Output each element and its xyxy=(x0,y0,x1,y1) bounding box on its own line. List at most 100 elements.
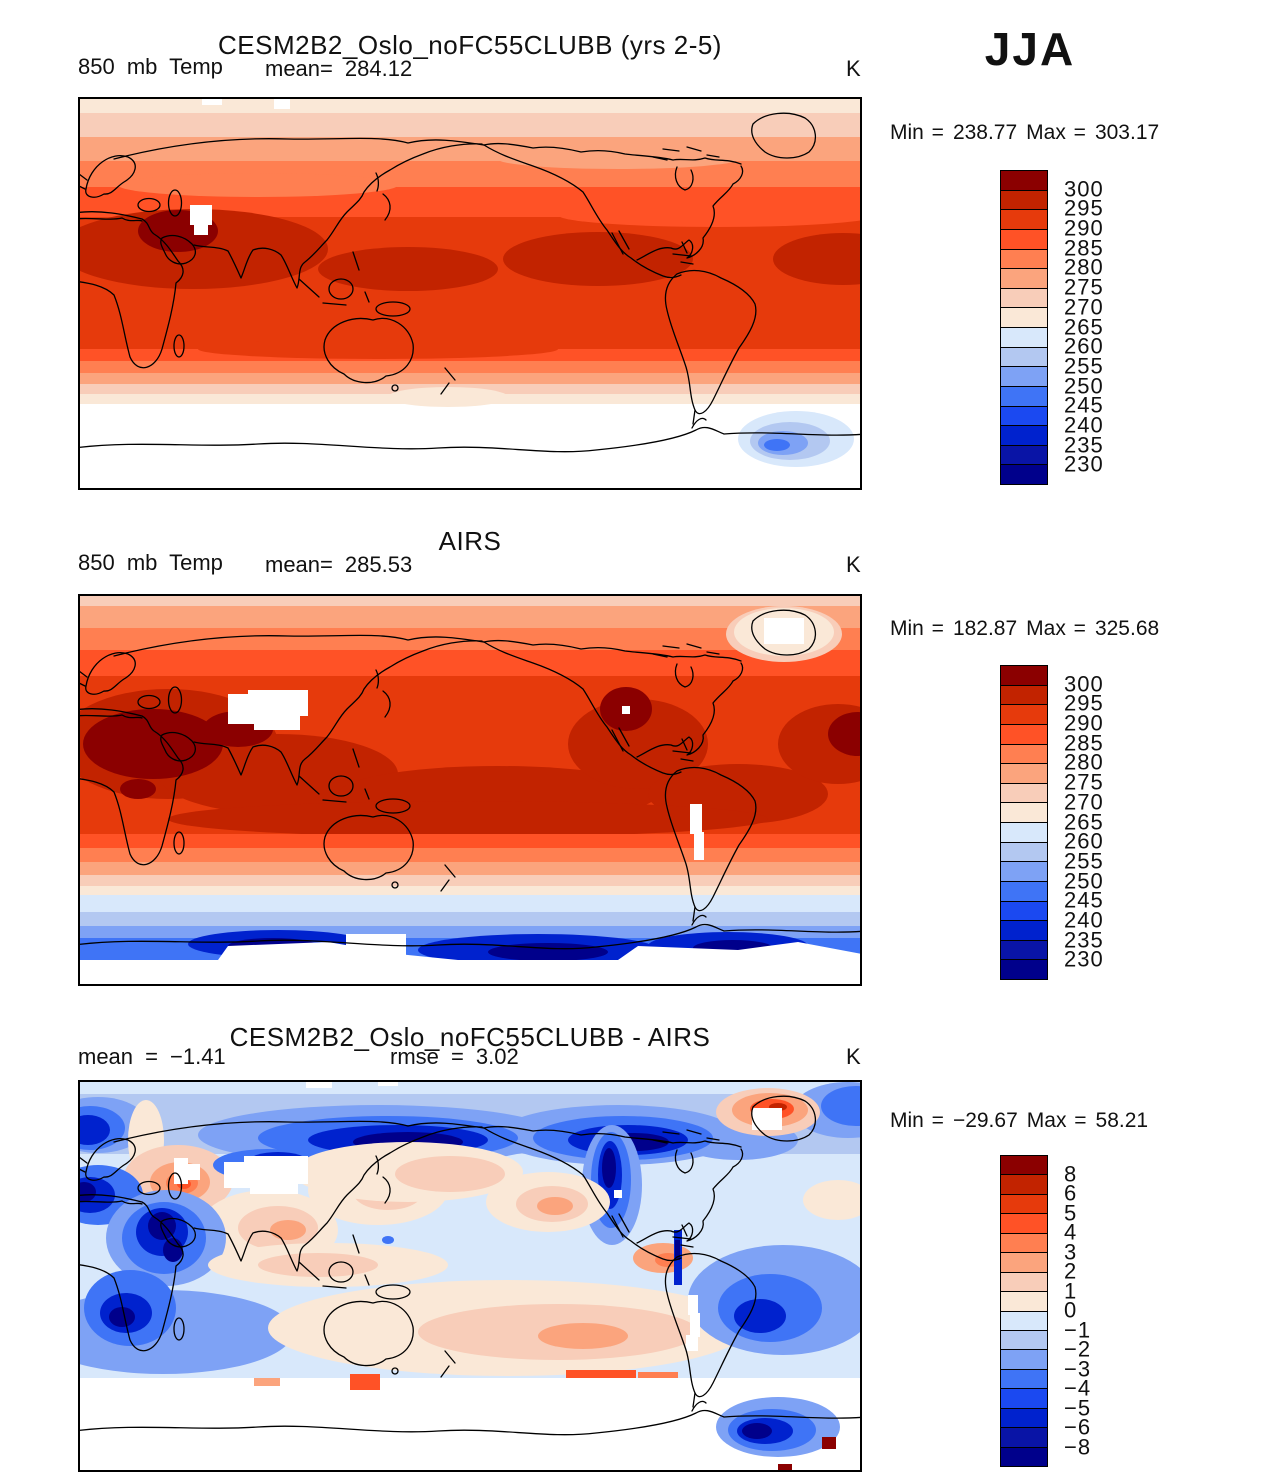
colorbar-tick-label: 270 xyxy=(1064,294,1104,320)
minmax-readout: Min = 238.77 Max = 303.17 xyxy=(890,121,1159,145)
unit-label: K xyxy=(846,56,861,81)
max-value: 325.68 xyxy=(1094,617,1160,640)
mean-value: −1.41 xyxy=(170,1044,226,1069)
colorbar-cell xyxy=(1001,1175,1047,1195)
colorbar-tick-label: 295 xyxy=(1064,195,1104,221)
colorbar-cell xyxy=(1001,1156,1047,1176)
colorbar-cell xyxy=(1001,842,1047,863)
colorbar-tick-label: 265 xyxy=(1064,313,1104,339)
missing-data-layer xyxy=(78,618,862,986)
max-label: Max = xyxy=(1026,121,1086,144)
colorbar-tick-label: −1 xyxy=(1064,1316,1092,1342)
colorbar-cell xyxy=(1001,1214,1047,1234)
panel-title: AIRS xyxy=(438,525,502,556)
colorbar-cell xyxy=(1001,803,1047,823)
colorbar-cell xyxy=(1001,249,1047,270)
colorbar-cell xyxy=(1001,1389,1047,1409)
mean-label: mean= xyxy=(265,552,333,577)
colorbar-cell xyxy=(1001,881,1047,902)
colorbar-cell xyxy=(1001,666,1047,686)
colorbar-temperature: 300 295 290 285 280 275 270 265 260 255 250 245 240 2… xyxy=(1000,170,1240,485)
colorbar-cell xyxy=(1001,960,1047,979)
colorbar-cell xyxy=(1001,1272,1047,1293)
temperature-difference-map xyxy=(78,1080,862,1472)
min-label: Min = xyxy=(890,1109,944,1132)
min-value: −29.67 xyxy=(952,1109,1018,1132)
colorbar-tick-label: 290 xyxy=(1064,710,1104,736)
colorbar-tick-label: 300 xyxy=(1064,671,1104,697)
colorbar-cell xyxy=(1001,1428,1047,1448)
colorbar-cell xyxy=(1001,171,1047,191)
panel-title: CESM2B2_Oslo_noFC55CLUBB - AIRS xyxy=(229,1021,711,1052)
colorbar-tick-label: 240 xyxy=(1064,412,1104,438)
temperature-map-obs xyxy=(78,594,862,986)
max-value: 58.21 xyxy=(1095,1109,1149,1132)
colorbar-tick-label: 250 xyxy=(1064,373,1104,399)
rmse-value: 3.02 xyxy=(475,1044,519,1069)
colorbar-cell xyxy=(1001,328,1047,348)
colorbar-tick-label: 265 xyxy=(1064,808,1104,834)
colorbar-tick-label: −2 xyxy=(1064,1336,1092,1362)
colorbar-tick-label: 255 xyxy=(1064,353,1104,379)
mean-label: mean= xyxy=(265,56,333,81)
colorbar-tick-label: 260 xyxy=(1064,333,1104,359)
colorbar-cell xyxy=(1001,1311,1047,1331)
min-value: 182.87 xyxy=(952,617,1018,640)
colorbar-tick-label: 240 xyxy=(1064,907,1104,933)
colorbar-swatches xyxy=(1000,1155,1048,1467)
max-label: Max = xyxy=(1026,617,1086,640)
colorbar-tick-label: 0 xyxy=(1064,1297,1078,1323)
rmse-stat: rmse = 3.02 xyxy=(390,1044,519,1070)
unit-label: K xyxy=(846,1044,861,1069)
colorbar-temperature: 300 295 290 285 280 275 270 265 260 255 250 245 240 2… xyxy=(1000,665,1240,980)
missing-data-layer xyxy=(190,97,290,235)
colorbar-cell xyxy=(1001,190,1047,211)
min-value: 238.77 xyxy=(952,121,1018,144)
fill-layer xyxy=(78,594,862,986)
colorbar-cell xyxy=(1001,823,1047,843)
colorbar-tick-label: 245 xyxy=(1064,887,1104,913)
colorbar-cell xyxy=(1001,426,1047,446)
colorbar-cell xyxy=(1001,1447,1047,1466)
colorbar-cell xyxy=(1001,685,1047,706)
colorbar-ticks: 300 295 290 285 280 275 270 265 260 255 250 245 240 2… xyxy=(1064,665,1240,980)
colorbar-cell xyxy=(1001,705,1047,725)
colorbar-tick-label: 260 xyxy=(1064,828,1104,854)
colorbar-cell xyxy=(1001,921,1047,941)
colorbar-cell xyxy=(1001,783,1047,804)
field-label: 850 mb Temp xyxy=(78,550,223,575)
map-border xyxy=(78,97,862,490)
map-border xyxy=(78,594,862,986)
unit-label: K xyxy=(846,552,861,577)
mean-value: 285.53 xyxy=(344,552,413,577)
colorbar-cell xyxy=(1001,367,1047,387)
temperature-map-model xyxy=(78,97,862,490)
min-label: Min = xyxy=(890,617,944,640)
colorbar-tick-label: −3 xyxy=(1064,1355,1092,1381)
colorbar-cell xyxy=(1001,862,1047,882)
rmse-label: rmse = xyxy=(390,1044,464,1069)
colorbar-tick-label: 280 xyxy=(1064,749,1104,775)
colorbar-ticks: 8 6 5 4 3 2 1 0 −1 −2 −3 −4 −5 −6 −8 xyxy=(1064,1155,1240,1467)
colorbar-cell xyxy=(1001,901,1047,922)
colorbar-swatches xyxy=(1000,665,1048,980)
fill-layer xyxy=(78,97,862,490)
colorbar-cell xyxy=(1001,1369,1047,1390)
colorbar-tick-label: 285 xyxy=(1064,730,1104,756)
colorbar-difference: 8 6 5 4 3 2 1 0 −1 −2 −3 −4 −5 −6 −8 xyxy=(1000,1155,1240,1467)
colorbar-tick-label: 285 xyxy=(1064,235,1104,261)
colorbar-cell xyxy=(1001,445,1047,466)
map-border xyxy=(78,1080,862,1472)
max-value: 303.17 xyxy=(1094,121,1160,144)
panel-title: CESM2B2_Oslo_noFC55CLUBB (yrs 2-5) xyxy=(218,29,722,60)
colorbar-cell xyxy=(1001,1350,1047,1370)
colorbar-tick-label: 4 xyxy=(1064,1219,1078,1245)
colorbar-tick-label: −4 xyxy=(1064,1375,1092,1401)
colorbar-tick-label: 5 xyxy=(1064,1199,1078,1225)
colorbar-cell xyxy=(1001,347,1047,368)
colorbar-tick-label: 8 xyxy=(1064,1160,1078,1186)
mean-value: 284.12 xyxy=(344,56,413,81)
colorbar-cell xyxy=(1001,288,1047,309)
colorbar-tick-label: −8 xyxy=(1064,1433,1092,1459)
